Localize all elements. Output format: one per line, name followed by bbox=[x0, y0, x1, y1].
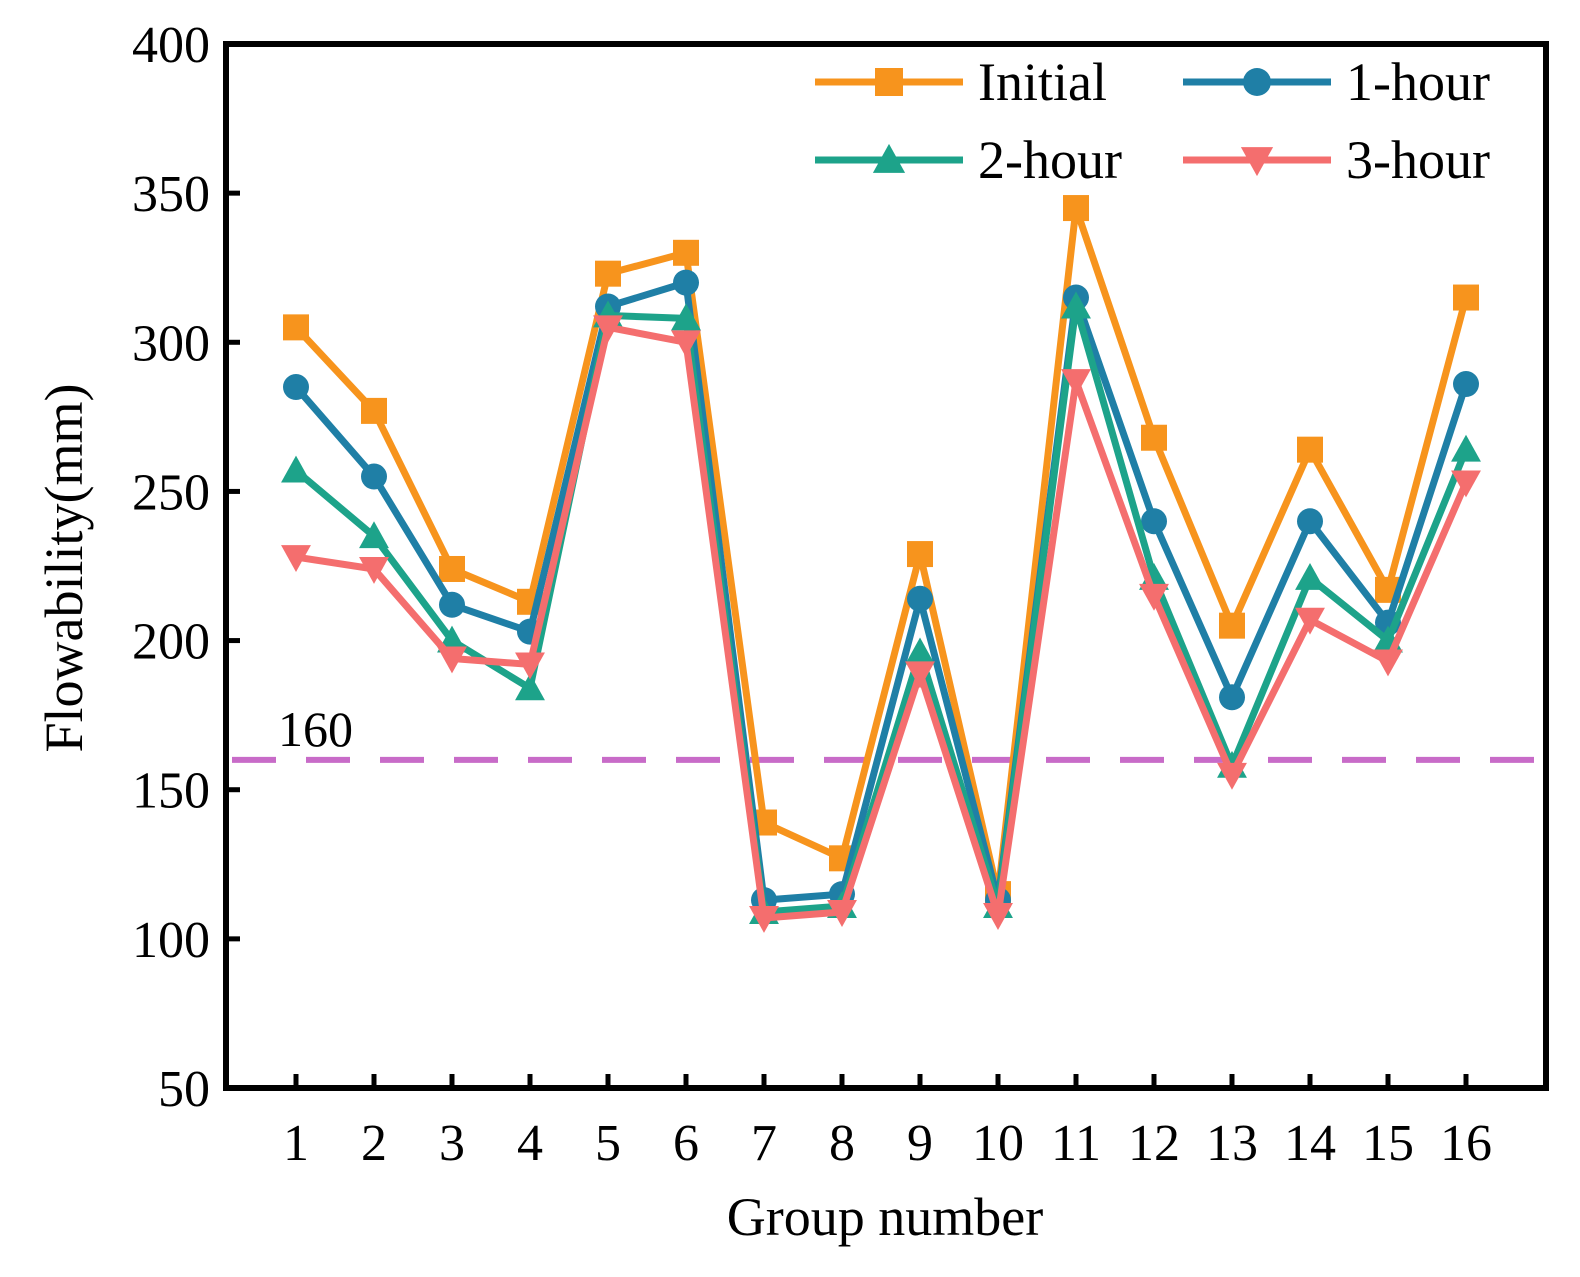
x-tick-label-14: 14 bbox=[1284, 1115, 1336, 1172]
data-point-2-hour-16 bbox=[1451, 434, 1481, 462]
data-point-2-hour-9 bbox=[905, 637, 935, 665]
x-tick-label-9: 9 bbox=[907, 1115, 933, 1172]
data-point-initial-16 bbox=[1453, 284, 1479, 311]
data-point-3-hour-6 bbox=[671, 330, 701, 358]
y-tick-label-300: 300 bbox=[132, 315, 210, 372]
x-tick-label-4: 4 bbox=[517, 1115, 543, 1172]
x-tick-label-13: 13 bbox=[1206, 1115, 1258, 1172]
series-line-3-hour bbox=[295, 323, 1470, 922]
data-point-initial-3 bbox=[439, 555, 465, 582]
data-point-3-hour-14 bbox=[1295, 607, 1325, 635]
series-3-hour bbox=[281, 315, 1481, 933]
data-point-initial-12 bbox=[1141, 424, 1167, 451]
x-tick-label-2: 2 bbox=[361, 1115, 387, 1172]
data-point-3-hour-7 bbox=[749, 906, 779, 933]
x-tick-label-5: 5 bbox=[595, 1115, 621, 1172]
legend-label-2-hour: 2-hour bbox=[978, 130, 1122, 190]
y-tick-label-50: 50 bbox=[158, 1061, 210, 1118]
data-point-initial-11 bbox=[1063, 195, 1089, 222]
data-point-initial-2 bbox=[361, 397, 387, 424]
reference-line-label: 160 bbox=[278, 701, 353, 757]
y-tick-label-350: 350 bbox=[132, 166, 210, 223]
x-tick-label-12: 12 bbox=[1128, 1115, 1180, 1172]
y-tick-label-200: 200 bbox=[132, 614, 210, 671]
y-axis-title: Flowability(mm) bbox=[34, 384, 94, 753]
data-point-3-hour-5 bbox=[593, 315, 623, 343]
data-point-2-hour-4 bbox=[515, 673, 545, 701]
data-point-2-hour-14 bbox=[1295, 562, 1325, 590]
x-axis-title: Group number bbox=[727, 1187, 1043, 1247]
data-point-1-hour-9 bbox=[907, 585, 933, 612]
y-tick-label-400: 400 bbox=[132, 17, 210, 74]
data-point-3-hour-3 bbox=[437, 646, 467, 674]
x-tick-label-11: 11 bbox=[1051, 1115, 1101, 1172]
y-tick-label-100: 100 bbox=[132, 912, 210, 969]
legend-label-1-hour: 1-hour bbox=[1346, 52, 1490, 112]
data-point-3-hour-10 bbox=[983, 903, 1013, 930]
y-tick-label-150: 150 bbox=[132, 763, 210, 820]
x-tick-label-15: 15 bbox=[1362, 1115, 1414, 1172]
legend-marker-initial bbox=[875, 68, 903, 96]
legend-label-3-hour: 3-hour bbox=[1346, 130, 1490, 190]
legend-marker-2-hour bbox=[872, 143, 906, 173]
series-line-initial bbox=[293, 204, 1470, 898]
series-line-1-hour bbox=[293, 279, 1470, 904]
data-point-initial-6 bbox=[673, 239, 699, 266]
data-point-1-hour-2 bbox=[361, 463, 387, 490]
data-point-3-hour-9 bbox=[905, 661, 935, 689]
legend-item-1-hour: 1-hour bbox=[1183, 52, 1490, 112]
data-point-1-hour-1 bbox=[283, 374, 309, 401]
data-point-3-hour-13 bbox=[1217, 762, 1247, 790]
data-point-1-hour-16 bbox=[1453, 371, 1479, 398]
data-point-1-hour-12 bbox=[1141, 508, 1167, 535]
data-point-1-hour-14 bbox=[1297, 508, 1323, 535]
x-tick-label-1: 1 bbox=[283, 1115, 309, 1172]
data-point-3-hour-15 bbox=[1373, 649, 1403, 677]
legend-item-initial: Initial bbox=[815, 52, 1107, 112]
data-point-2-hour-1 bbox=[281, 455, 311, 483]
data-point-1-hour-6 bbox=[673, 269, 699, 296]
x-tick-label-16: 16 bbox=[1440, 1115, 1492, 1172]
data-point-3-hour-11 bbox=[1061, 369, 1091, 397]
y-tick-label-250: 250 bbox=[132, 464, 210, 521]
data-point-initial-13 bbox=[1219, 612, 1245, 639]
legend-marker-1-hour bbox=[1243, 68, 1271, 96]
x-tick-label-7: 7 bbox=[751, 1115, 777, 1172]
data-point-initial-1 bbox=[283, 314, 309, 341]
legend-marker-3-hour bbox=[1240, 147, 1274, 177]
series-1-hour bbox=[283, 269, 1479, 914]
legend-item-3-hour: 3-hour bbox=[1183, 130, 1490, 190]
data-point-3-hour-1 bbox=[281, 545, 311, 573]
data-point-3-hour-4 bbox=[515, 652, 545, 680]
data-point-2-hour-2 bbox=[359, 521, 389, 549]
data-point-3-hour-8 bbox=[827, 900, 857, 927]
x-tick-label-10: 10 bbox=[972, 1115, 1024, 1172]
plot-frame bbox=[223, 41, 1549, 1091]
data-point-3-hour-12 bbox=[1139, 583, 1169, 611]
series-group bbox=[281, 195, 1481, 933]
data-point-initial-5 bbox=[595, 260, 621, 287]
legend: Initial 1-hour 2-hour 3-hour bbox=[815, 52, 1490, 190]
legend-item-2-hour: 2-hour bbox=[815, 130, 1122, 190]
x-tick-label-3: 3 bbox=[439, 1115, 465, 1172]
data-point-3-hour-16 bbox=[1451, 470, 1481, 498]
data-point-2-hour-6 bbox=[671, 303, 701, 331]
reference-line-group: 160 bbox=[232, 701, 1546, 763]
x-tick-label-6: 6 bbox=[673, 1115, 699, 1172]
x-tick-label-8: 8 bbox=[829, 1115, 855, 1172]
data-point-initial-14 bbox=[1297, 436, 1323, 463]
data-point-3-hour-2 bbox=[359, 557, 389, 584]
data-point-initial-9 bbox=[907, 541, 933, 568]
data-point-2-hour-11 bbox=[1061, 291, 1091, 319]
legend-label-initial: Initial bbox=[978, 52, 1107, 112]
data-point-1-hour-3 bbox=[439, 591, 465, 618]
data-point-1-hour-13 bbox=[1219, 684, 1245, 711]
